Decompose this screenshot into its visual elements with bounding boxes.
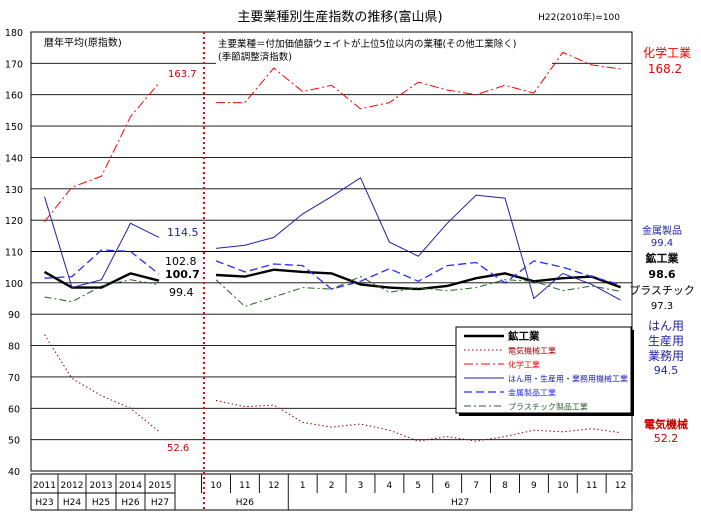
y-tick-label: 100 [5,279,23,290]
series-line-annual [44,196,160,289]
data-label: 電気機械 [644,417,688,431]
x-tick-era: H26 [236,498,254,508]
x-tick-month: 12 [268,481,279,491]
data-label: 52.6 [167,443,189,454]
data-label: 163.7 [168,69,197,80]
x-tick-month: 6 [444,481,450,491]
y-tick-label: 140 [5,153,23,164]
y-tick-label: 80 [8,342,20,353]
x-tick-month: 8 [502,481,508,491]
legend-label: はん用・生産用・業務用機械工業 [508,374,628,384]
y-tick-label: 160 [5,91,23,102]
data-label: 98.6 [648,268,675,281]
y-tick-label: 130 [5,185,23,196]
legend-label: 鉱工業 [508,330,540,343]
data-label: はん用 [648,319,684,333]
x-tick-year: 2013 [90,481,113,491]
data-label: 業務用 [648,349,684,363]
y-tick-label: 150 [5,122,23,133]
data-label: 鉱工業 [646,251,680,265]
annual-note-box [42,34,138,50]
legend-label: プラスチック製品工業 [508,402,588,412]
series-line-annual [44,82,160,223]
y-tick-label: 50 [8,436,20,447]
data-label: 金属製品 [642,224,682,237]
y-tick-label: 70 [8,373,20,384]
legend-label: 電気機械工業 [508,346,556,356]
series-line-monthly [215,260,621,290]
x-tick-month: 10 [210,481,222,491]
series [43,51,622,442]
x-tick-year: 2012 [61,481,84,491]
x-tick-era: H26 [121,498,139,508]
x-tick-month: 3 [358,481,364,491]
data-label: 99.4 [651,238,673,249]
y-tick-label: 90 [8,310,20,321]
x-tick-year: 2015 [149,481,172,491]
x-tick-era: H27 [151,498,169,508]
monthly-note-2: (季節調整済指数) [218,51,292,63]
legend-label: 化学工業 [508,360,540,370]
data-label: 168.2 [648,62,682,76]
y-tick-label: 40 [8,467,20,478]
x-tick-era: H24 [63,498,81,508]
series-line-annual [43,270,160,289]
data-label: 99.4 [169,286,194,299]
x-tick-month: 2 [329,481,335,491]
data-label: 102.8 [165,255,197,268]
x-tick-month: 9 [531,481,537,491]
legend-box [455,326,632,414]
y-axis: 40 50 60 70 80 90 100 110 120 130 140 150 160 170 180 [5,28,23,478]
monthly-note-1: 主要業種＝付加価値額ウェイトが上位5位以内の業種(その他工業除く) [218,38,516,50]
base-note: H22(2010年)=100 [538,11,620,23]
x-tick-year: 2011 [33,481,56,491]
series-line-monthly [215,268,622,291]
x-tick-month: 12 [615,481,626,491]
data-label: プラスチック [629,284,695,297]
x-tick-era: H23 [35,498,53,508]
data-label: 100.7 [165,268,200,281]
legend-label: 金属製品工業 [508,388,556,398]
x-tick-month: 11 [586,481,597,491]
chart-title: 主要業種別生産指数の推移(富山県) [237,9,442,25]
series-line-annual [44,334,160,432]
y-tick-label: 170 [5,59,23,70]
series-line-annual [44,249,160,279]
annual-note: 暦年平均(原指数) [44,36,122,49]
x-tick-month: 11 [239,481,250,491]
legend: 鉱工業電気機械工業化学工業はん用・生産用・業務用機械工業金属製品工業プラスチック… [455,326,634,416]
x-tick-month: 7 [473,481,479,491]
monthly-note-box [216,34,552,64]
x-tick-year: 2014 [119,481,142,491]
x-tick-month: 5 [415,481,421,491]
series-line-monthly [215,177,621,301]
y-tick-label: 120 [5,216,23,227]
data-label: 化学工業 [643,45,691,60]
series-line-monthly [216,51,621,110]
y-tick-label: 110 [5,248,23,259]
data-label: 114.5 [167,226,199,239]
data-label: 生産用 [648,333,684,348]
x-tick-era: H25 [92,498,110,508]
x-tick-month: 4 [387,481,393,491]
series-line-monthly [215,276,621,307]
data-label: 94.5 [654,364,679,377]
series-line-annual [44,279,160,303]
y-tick-label: 180 [5,28,23,39]
data-label: 52.2 [654,432,679,445]
data-label: 97.3 [651,301,673,312]
x-tick-month: 1 [300,481,306,491]
x-tick-era: H27 [451,498,469,508]
y-tick-label: 60 [8,404,20,415]
x-tick-month: 10 [557,481,569,491]
